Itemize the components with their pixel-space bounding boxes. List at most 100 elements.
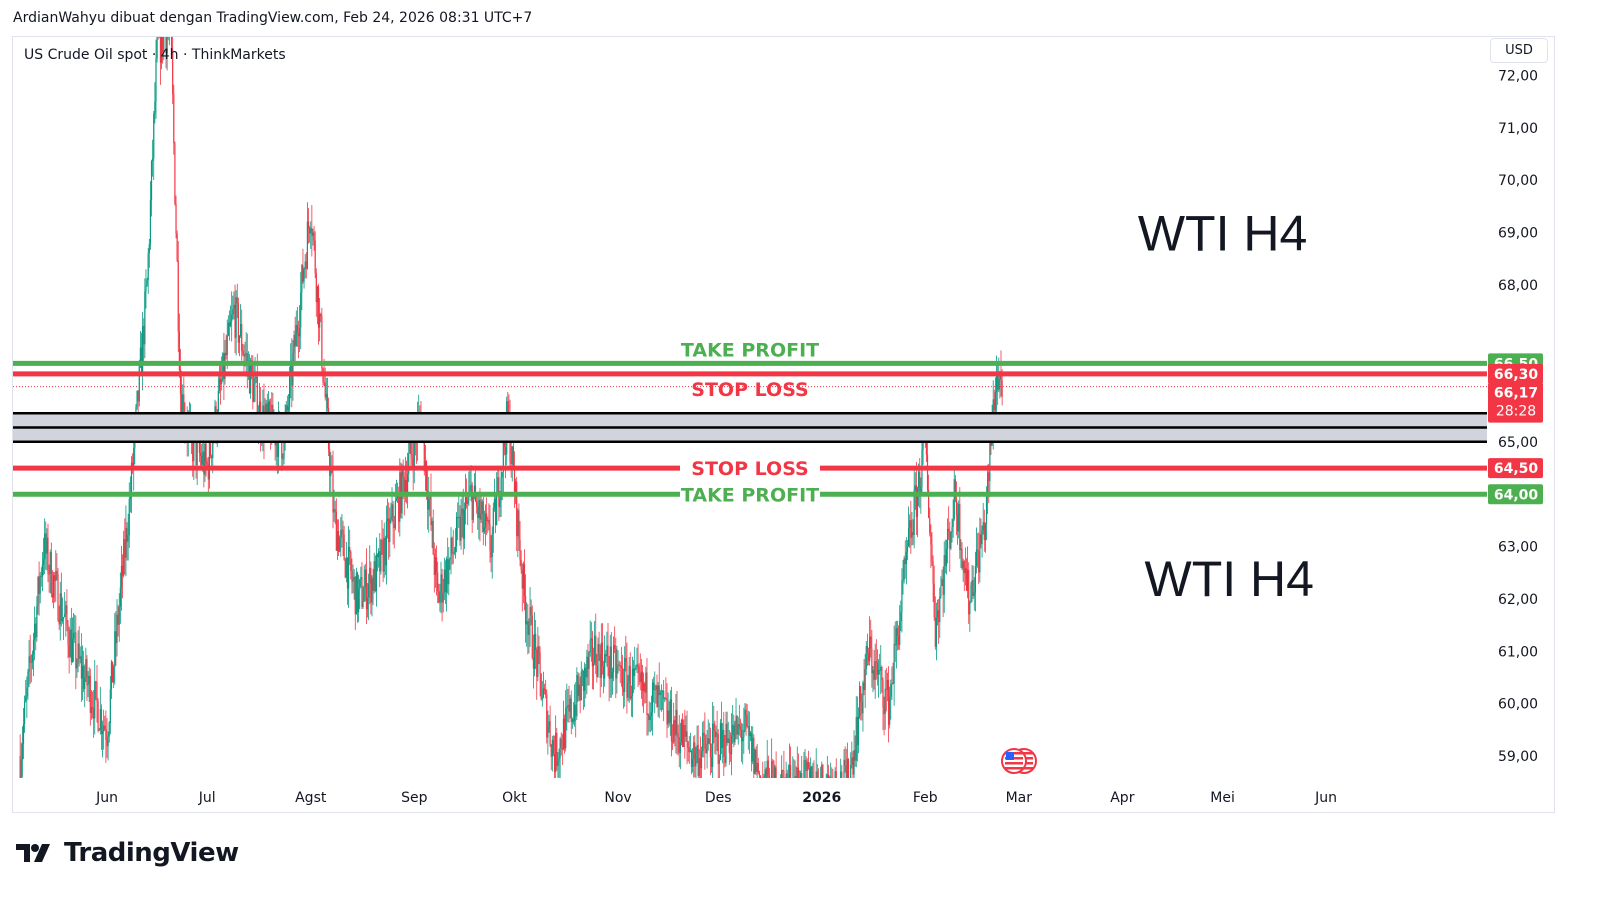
candle-body <box>295 324 297 347</box>
candle-body <box>951 527 953 533</box>
candle-body <box>568 705 570 712</box>
candle-body <box>455 516 458 547</box>
candle-body <box>546 694 548 738</box>
candle-body <box>305 261 307 269</box>
symbol-legend[interactable]: US Crude Oil spot · 4h · ThinkMarkets <box>24 47 286 63</box>
candle-body <box>448 559 450 585</box>
candle-body <box>380 539 382 572</box>
candle-body <box>293 334 295 354</box>
candle-body <box>413 429 415 470</box>
candle-body <box>363 587 365 602</box>
candle-body <box>127 535 129 542</box>
candle-body <box>674 720 676 736</box>
candle-body <box>339 537 341 552</box>
candle-body <box>484 513 487 528</box>
candle-body <box>75 632 77 669</box>
candle-body <box>777 800 778 802</box>
candle-body <box>500 477 502 501</box>
candle-body <box>168 27 169 31</box>
candle-body <box>42 559 45 565</box>
candle-body <box>666 698 668 725</box>
candle-body <box>673 720 675 743</box>
candle-body <box>584 667 586 691</box>
us-flag-event-icon[interactable] <box>1001 748 1037 774</box>
candle-body <box>627 682 629 698</box>
candle-body <box>425 461 428 491</box>
candle-body <box>698 758 700 776</box>
candle-body <box>206 461 208 465</box>
candle-body <box>237 303 239 343</box>
candle-body <box>580 671 582 701</box>
candle-body <box>686 731 688 742</box>
candle-body <box>743 730 745 738</box>
y-tick-label: 62,00 <box>1498 592 1538 608</box>
candle-body <box>549 721 551 745</box>
candle-body <box>394 501 396 528</box>
candle-body <box>472 495 474 520</box>
candle-body <box>258 401 261 418</box>
candle-body <box>431 521 433 526</box>
candle-body <box>979 534 981 573</box>
candle-body <box>523 564 526 597</box>
candle-body <box>663 690 665 699</box>
candle-body <box>880 666 882 671</box>
candle-body <box>460 514 462 541</box>
candle-body <box>493 499 496 508</box>
candle-body <box>704 735 706 749</box>
bar-countdown-label: 28:28 <box>1496 404 1536 420</box>
tradingview-logo[interactable]: TradingView <box>16 838 239 868</box>
candle-body <box>44 533 46 560</box>
candle-body <box>737 724 739 735</box>
candle-body <box>288 376 291 408</box>
candle-body <box>376 554 379 558</box>
candle-body <box>807 761 809 768</box>
candle-body <box>604 653 606 679</box>
candle-body <box>677 733 679 738</box>
candle-body <box>866 646 869 654</box>
x-tick-label: Agst <box>295 790 327 806</box>
x-tick-label: Feb <box>913 790 938 806</box>
candle-body <box>653 682 655 690</box>
candle-body <box>585 667 587 678</box>
candle-body <box>797 767 799 778</box>
candle-body <box>914 485 916 490</box>
candle-body <box>619 665 621 667</box>
candle-body <box>344 560 346 578</box>
candle-body <box>487 520 489 522</box>
candle-body <box>835 771 837 778</box>
candle-body <box>430 496 432 526</box>
candle-body <box>438 591 440 603</box>
candle-body <box>696 744 698 754</box>
candle-body <box>728 738 730 753</box>
candle-body <box>173 93 175 144</box>
candle-body <box>441 574 443 603</box>
candle-body <box>931 544 933 562</box>
candle-body <box>560 738 562 748</box>
candle-body <box>105 729 107 740</box>
candle-body <box>620 665 622 668</box>
candle-body <box>294 334 296 347</box>
candle-body <box>378 551 380 558</box>
currency-button[interactable]: USD <box>1490 38 1548 63</box>
candle-body <box>733 725 735 743</box>
x-tick-label: Des <box>705 790 732 806</box>
candle-body <box>727 738 729 743</box>
candle-body <box>310 227 312 234</box>
candle-body <box>403 476 405 496</box>
current-price-badge <box>1488 382 1543 423</box>
candle-body <box>756 762 758 772</box>
candle-body <box>553 753 556 773</box>
candle-body <box>726 723 728 743</box>
candle-body <box>434 557 437 575</box>
candle-body <box>314 240 316 274</box>
candle-body <box>235 297 237 338</box>
candle-body <box>440 574 442 593</box>
candle-body <box>395 498 398 502</box>
candle-body <box>587 656 589 669</box>
candle-body <box>51 593 54 598</box>
candle-body <box>358 589 360 613</box>
candle-body <box>744 709 746 731</box>
candle-body <box>940 585 942 597</box>
candle-body <box>443 569 445 593</box>
